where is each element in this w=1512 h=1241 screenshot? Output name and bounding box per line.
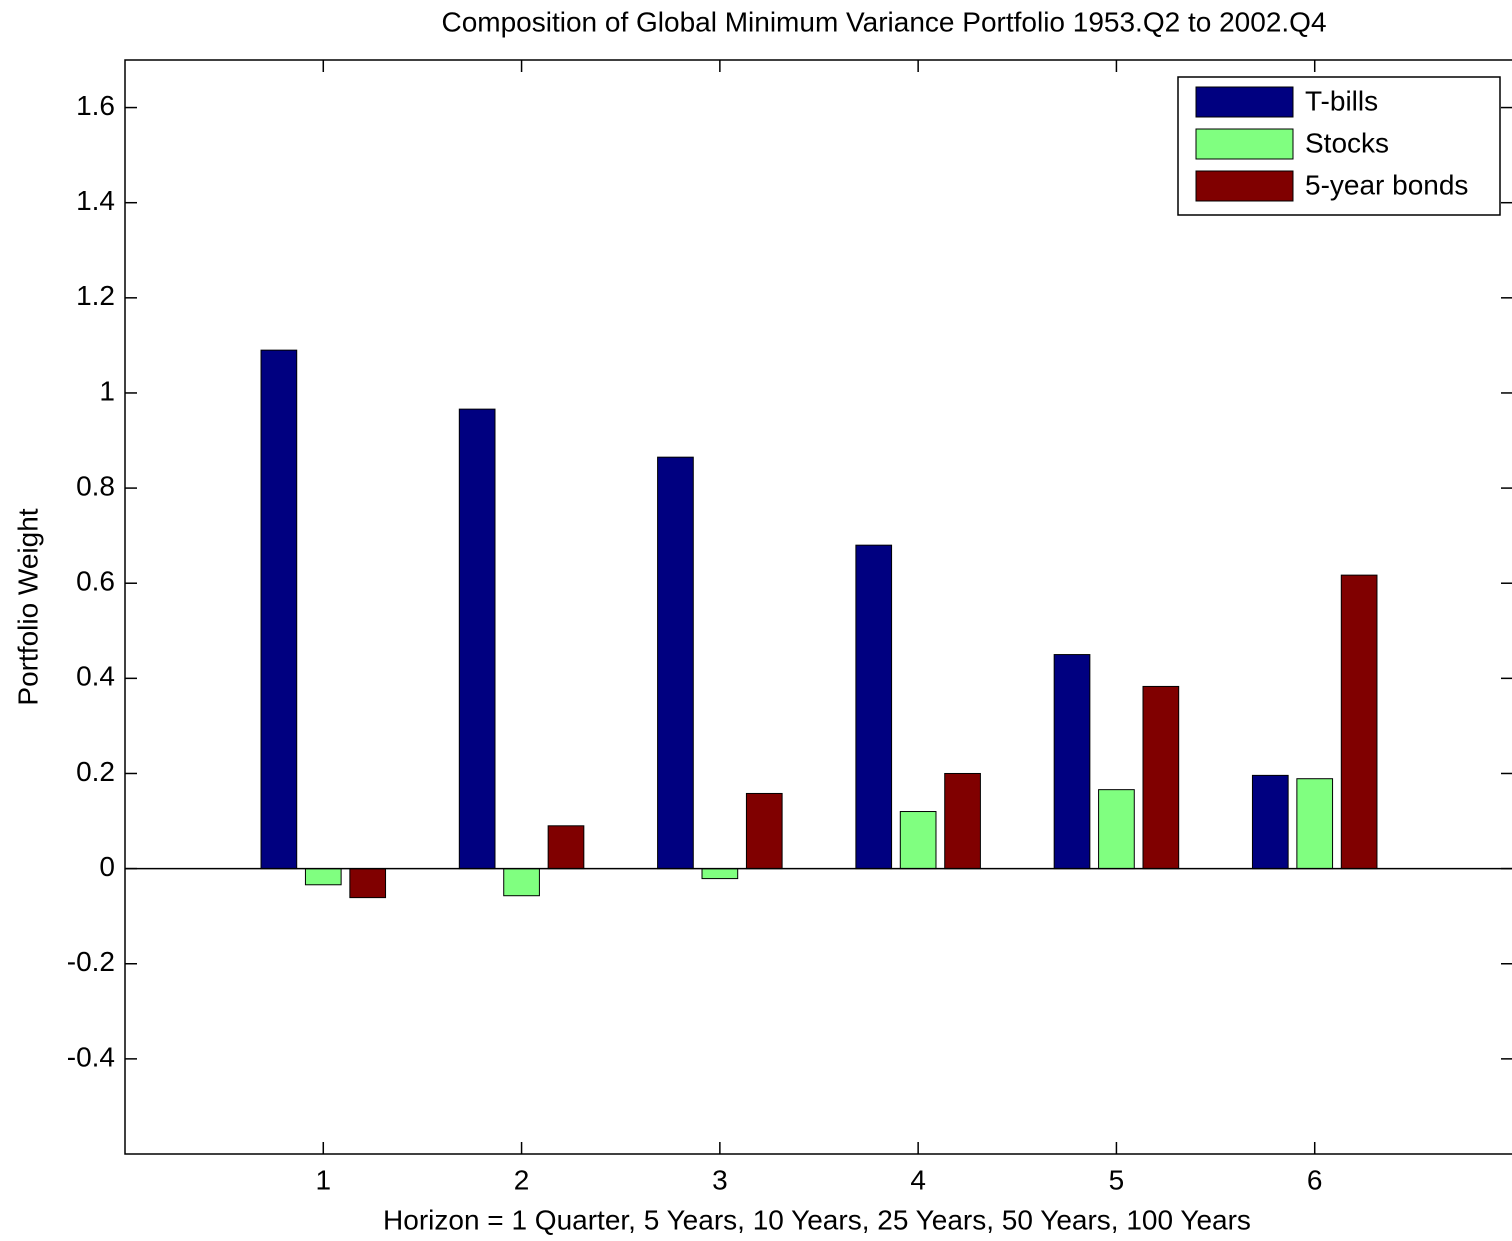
legend-swatch bbox=[1195, 128, 1294, 160]
legend-label: Stocks bbox=[1305, 127, 1389, 158]
bar bbox=[1340, 574, 1378, 870]
y-tick-label: 1 bbox=[99, 375, 115, 406]
bar bbox=[701, 868, 739, 880]
chart-title: Composition of Global Minimum Variance P… bbox=[441, 6, 1326, 37]
bar bbox=[855, 544, 893, 870]
bar bbox=[260, 349, 298, 870]
bar bbox=[944, 772, 981, 870]
x-axis-label: Horizon = 1 Quarter, 5 Years, 10 Years, … bbox=[383, 1204, 1251, 1235]
legend-swatch bbox=[1195, 170, 1294, 202]
bar bbox=[458, 408, 496, 870]
bar bbox=[1251, 774, 1289, 870]
x-tick-label: 1 bbox=[315, 1164, 331, 1195]
bar bbox=[1053, 654, 1091, 870]
bar bbox=[547, 825, 585, 870]
y-tick-label: 1.6 bbox=[76, 90, 115, 121]
plot-frame bbox=[124, 59, 1512, 1155]
legend-swatch bbox=[1195, 86, 1294, 118]
y-tick-label: 1.2 bbox=[76, 280, 115, 311]
bar bbox=[503, 868, 540, 897]
bar bbox=[657, 456, 694, 870]
y-tick-label: 0.4 bbox=[76, 661, 115, 692]
bar bbox=[304, 868, 342, 886]
y-axis-label: Portfolio Weight bbox=[12, 508, 43, 705]
bar bbox=[899, 811, 937, 870]
x-tick-label: 4 bbox=[910, 1164, 926, 1195]
y-tick-label: 0.8 bbox=[76, 470, 115, 501]
legend-label: 5-year bonds bbox=[1305, 169, 1468, 200]
bar bbox=[745, 792, 783, 870]
y-tick-label: 0.6 bbox=[76, 566, 115, 597]
x-tick-label: 6 bbox=[1307, 1164, 1323, 1195]
bar bbox=[1142, 685, 1180, 870]
x-tick-label: 3 bbox=[712, 1164, 728, 1195]
y-tick-label: 1.4 bbox=[76, 185, 115, 216]
y-tick-label: 0.2 bbox=[76, 756, 115, 787]
x-tick-label: 5 bbox=[1109, 1164, 1125, 1195]
y-tick-label: -0.4 bbox=[67, 1041, 115, 1072]
legend-label: T-bills bbox=[1305, 85, 1378, 116]
bar bbox=[349, 868, 387, 899]
y-tick-label: 0 bbox=[99, 851, 115, 882]
x-tick-label: 2 bbox=[514, 1164, 530, 1195]
y-tick-label: -0.2 bbox=[67, 946, 115, 977]
bar bbox=[1296, 778, 1334, 870]
bar bbox=[1098, 789, 1135, 870]
